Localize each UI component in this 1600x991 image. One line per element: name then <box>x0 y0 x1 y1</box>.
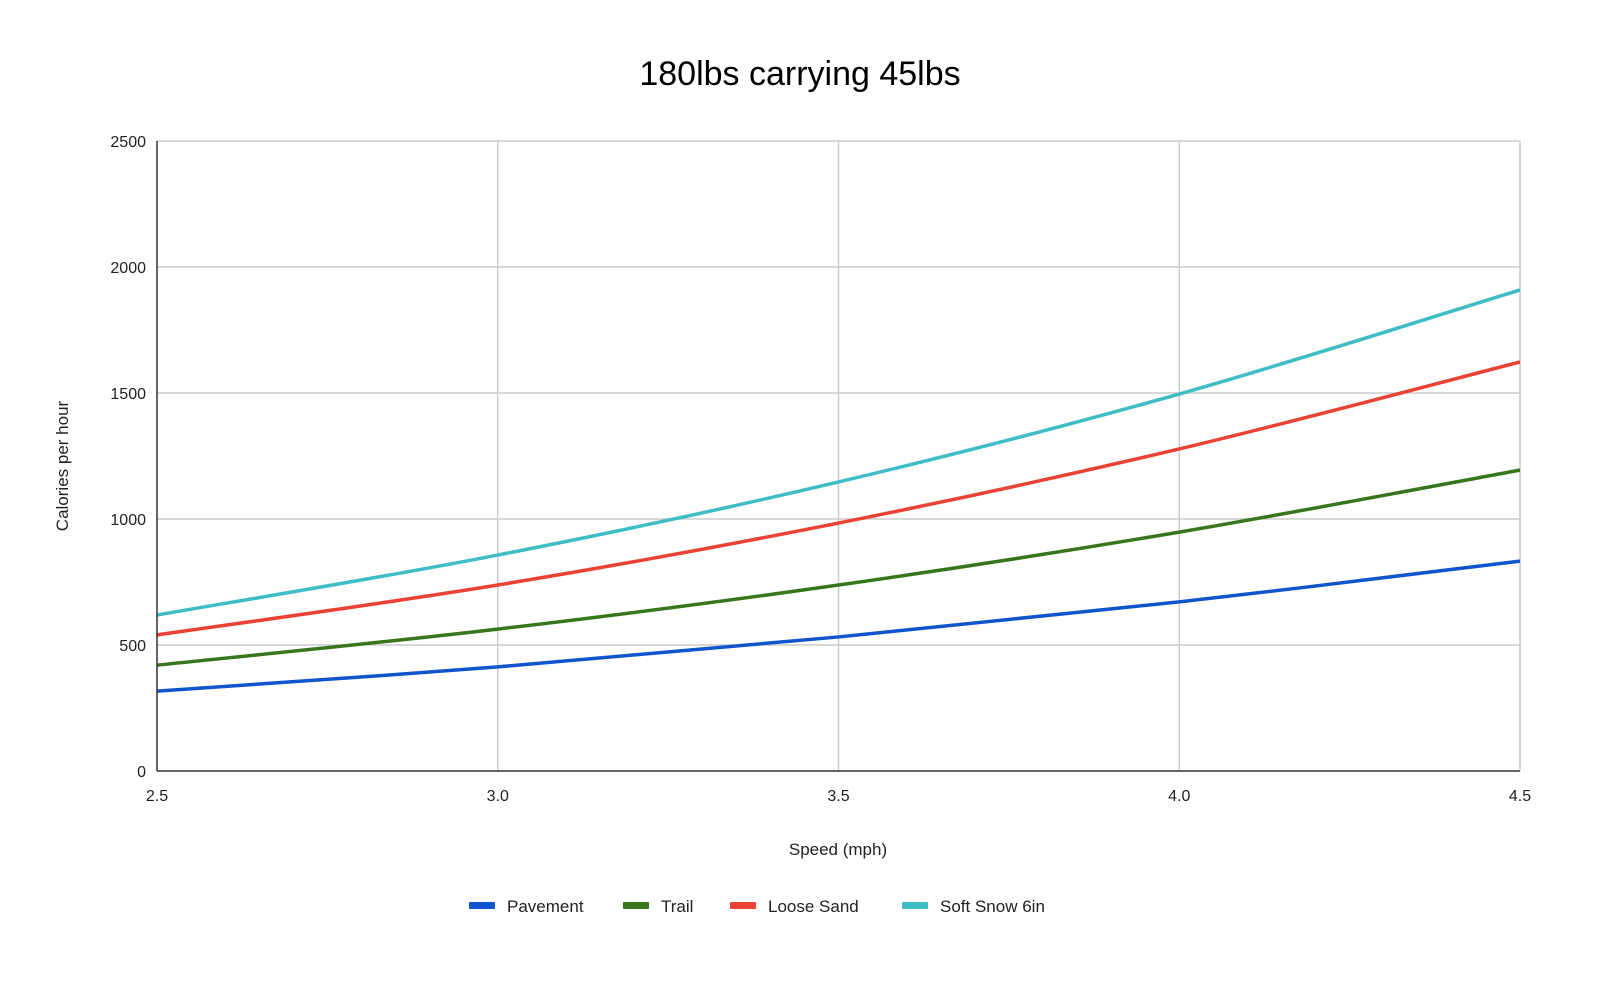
chart-title: 180lbs carrying 45lbs <box>639 55 960 93</box>
legend-label: Loose Sand <box>768 897 859 916</box>
legend-swatch <box>623 902 649 909</box>
legend-swatch <box>902 902 928 909</box>
x-tick-label: 3.5 <box>827 788 849 805</box>
x-tick-label: 4.0 <box>1168 788 1190 805</box>
series-line-trail <box>156 468 1521 667</box>
axes: 0 500 1000 1500 2000 2500 2.5 3.0 3.5 4.0 4.5 <box>110 134 1531 805</box>
x-axis-label: Speed (mph) <box>789 840 887 859</box>
y-tick-label: 500 <box>119 638 146 655</box>
legend-swatch <box>469 902 495 909</box>
legend-label: Soft Snow 6in <box>940 897 1045 916</box>
legend-label: Trail <box>661 897 693 916</box>
x-tick-label: 3.0 <box>487 788 509 805</box>
legend-swatch <box>730 902 756 909</box>
y-tick-label: 0 <box>137 764 146 781</box>
series-line-pavement <box>156 559 1521 693</box>
gridlines <box>157 140 1521 771</box>
series-line-soft-snow-6in <box>156 288 1521 617</box>
y-tick-label: 2000 <box>110 260 146 277</box>
legend-label: Pavement <box>507 897 584 916</box>
series-lines <box>156 288 1521 693</box>
series-line-loose-sand <box>156 360 1521 637</box>
x-tick-label: 4.5 <box>1509 788 1531 805</box>
y-tick-label: 2500 <box>110 134 146 151</box>
y-axis-label: Calories per hour <box>53 400 72 531</box>
legend: Pavement Trail Loose Sand Soft Snow 6in <box>469 897 1045 916</box>
y-tick-label: 1500 <box>110 386 146 403</box>
y-tick-label: 1000 <box>110 512 146 529</box>
x-tick-label: 2.5 <box>146 788 168 805</box>
